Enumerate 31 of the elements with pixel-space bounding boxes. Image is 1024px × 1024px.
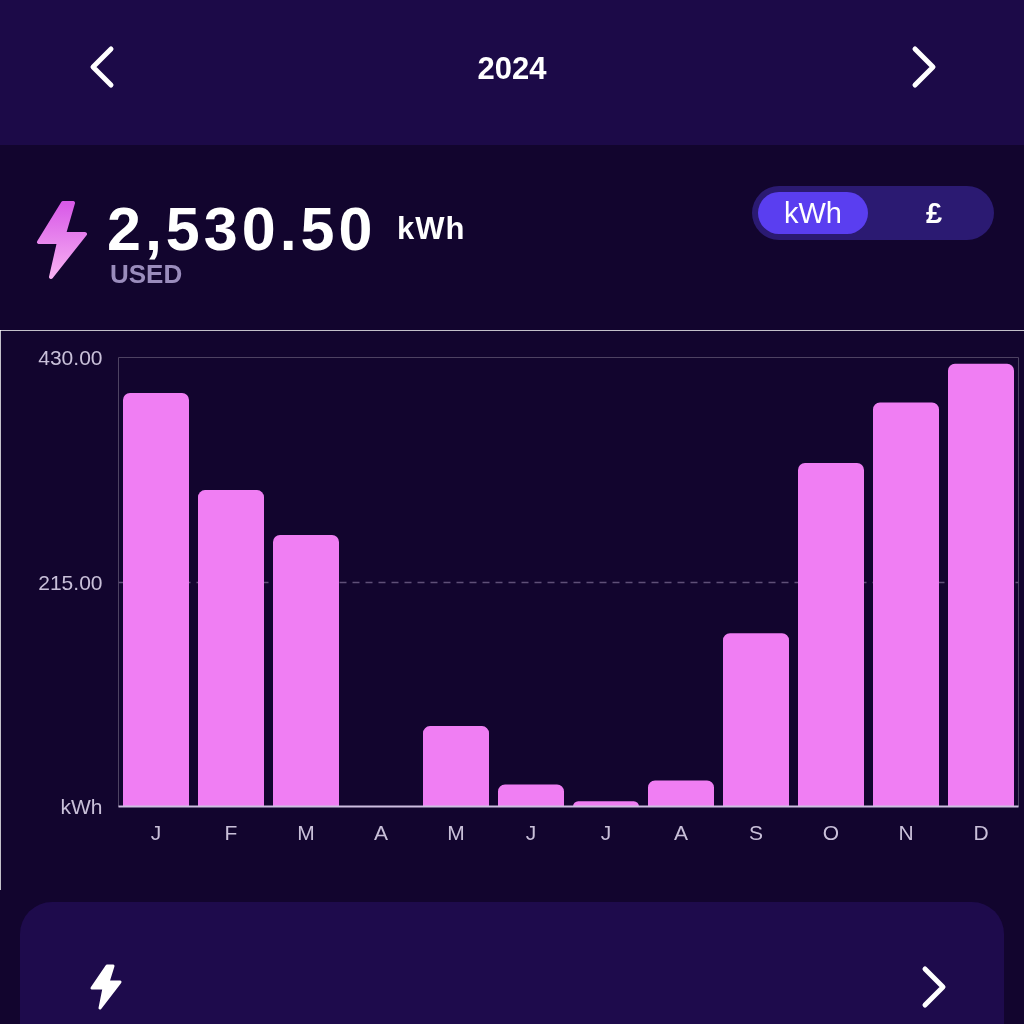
- chart-title: 2024: [476, 50, 548, 88]
- y-tick-label: 215.00: [38, 570, 103, 594]
- y-tick-label: 430.00: [38, 346, 103, 369]
- bar: [798, 462, 864, 807]
- text: kWh: [758, 192, 868, 234]
- bar: [123, 393, 189, 807]
- bar: [573, 801, 639, 807]
- bar: [423, 726, 489, 807]
- bar: [723, 633, 789, 807]
- y-tick-label: kWh: [60, 795, 103, 818]
- x-tick-label: A: [374, 820, 389, 844]
- text: USED: [110, 259, 183, 291]
- bar: [273, 535, 339, 807]
- text: £: [924, 196, 944, 231]
- x-tick-label: M: [447, 820, 465, 844]
- x-tick-label: J: [525, 820, 537, 844]
- x-tick-label: F: [224, 820, 238, 844]
- x-tick-label: A: [674, 820, 689, 844]
- x-tick-label: D: [973, 820, 989, 844]
- x-tick-label: O: [822, 820, 840, 844]
- bar: [948, 363, 1014, 807]
- x-tick-label: J: [600, 820, 612, 844]
- text: kWh: [397, 210, 466, 248]
- x-tick-label: S: [749, 820, 764, 844]
- bar: [198, 490, 264, 807]
- bar: [648, 780, 714, 807]
- x-tick-label: N: [898, 820, 914, 844]
- bar: [873, 402, 939, 807]
- x-tick-label: M: [297, 820, 315, 844]
- x-tick-label: J: [150, 820, 162, 844]
- bar: [498, 784, 564, 807]
